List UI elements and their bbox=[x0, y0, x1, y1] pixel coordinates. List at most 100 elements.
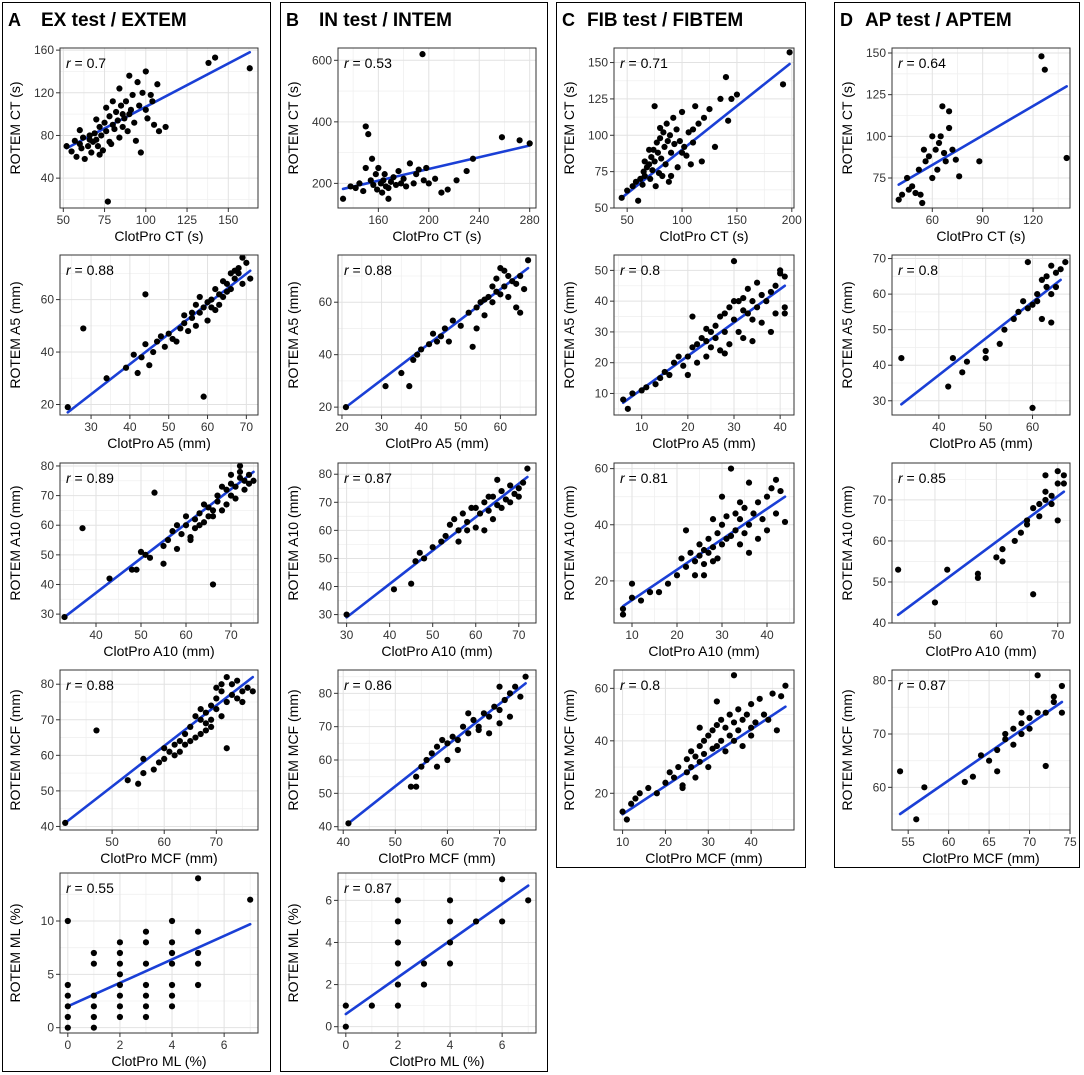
data-point bbox=[674, 164, 681, 171]
data-point bbox=[150, 348, 157, 356]
correlation-label: r = 0.53 bbox=[344, 55, 392, 71]
data-point bbox=[116, 971, 124, 978]
x-tick-label: 0 bbox=[342, 1038, 349, 1052]
data-point bbox=[619, 611, 627, 618]
data-point bbox=[682, 563, 690, 570]
data-point bbox=[400, 175, 407, 182]
data-point bbox=[128, 566, 136, 573]
data-point bbox=[247, 896, 254, 903]
data-point bbox=[239, 688, 246, 695]
data-point bbox=[499, 876, 506, 883]
data-point bbox=[722, 73, 730, 81]
data-point bbox=[513, 304, 520, 311]
data-point bbox=[695, 120, 702, 127]
data-point bbox=[171, 752, 178, 759]
data-point bbox=[1054, 517, 1061, 524]
data-point bbox=[439, 736, 446, 744]
data-point bbox=[661, 368, 668, 376]
data-point bbox=[1030, 591, 1037, 598]
data-point bbox=[410, 356, 417, 364]
r-value: = 0.88 bbox=[71, 262, 114, 278]
data-point bbox=[142, 291, 149, 298]
data-point bbox=[245, 471, 253, 478]
x-tick-label: 70 bbox=[224, 628, 238, 642]
data-point bbox=[688, 763, 695, 771]
data-point bbox=[730, 316, 738, 323]
data-point bbox=[433, 763, 441, 770]
data-point bbox=[641, 172, 648, 180]
data-point bbox=[661, 143, 668, 151]
data-point bbox=[131, 119, 138, 126]
r-symbol: r bbox=[344, 880, 350, 896]
data-point bbox=[1034, 709, 1041, 716]
data-point bbox=[915, 166, 922, 173]
data-point bbox=[735, 328, 742, 336]
data-point bbox=[385, 184, 392, 192]
x-tick-label: 50 bbox=[928, 628, 942, 642]
data-point bbox=[494, 476, 501, 483]
data-point bbox=[760, 711, 768, 718]
x-tick-label: 30 bbox=[84, 420, 98, 434]
data-point bbox=[140, 770, 147, 777]
data-point bbox=[116, 949, 124, 957]
r-symbol: r bbox=[898, 55, 904, 71]
data-point bbox=[166, 748, 173, 755]
data-point bbox=[140, 755, 147, 762]
y-tick-label: 30 bbox=[873, 394, 887, 408]
x-tick-label: 20 bbox=[659, 835, 673, 849]
data-point bbox=[187, 723, 194, 730]
data-point bbox=[142, 981, 150, 989]
data-point bbox=[935, 139, 943, 147]
plot-area bbox=[337, 462, 537, 624]
data-point bbox=[700, 560, 708, 568]
data-point bbox=[703, 325, 710, 332]
data-point bbox=[745, 521, 753, 528]
y-tick-label: 40 bbox=[595, 734, 609, 748]
plot-border bbox=[337, 669, 537, 831]
x-tick-label: 40 bbox=[89, 628, 103, 642]
scatter-plot: 10 20 30 40 10 20 30 40 50 r = 0.8 ClotPro A5 (mm)… bbox=[561, 254, 795, 451]
data-point bbox=[209, 507, 217, 514]
data-point bbox=[485, 493, 492, 500]
data-point bbox=[192, 322, 199, 329]
data-point bbox=[974, 570, 982, 577]
data-point bbox=[687, 549, 694, 556]
data-point bbox=[223, 674, 230, 681]
data-point bbox=[778, 693, 785, 700]
data-point bbox=[234, 677, 241, 684]
y-tick-label: 30 bbox=[319, 608, 333, 622]
data-point bbox=[343, 611, 350, 618]
data-point bbox=[390, 586, 398, 593]
data-point bbox=[786, 49, 793, 56]
data-point bbox=[1048, 500, 1055, 508]
data-point bbox=[96, 123, 103, 131]
data-point bbox=[1042, 709, 1049, 716]
data-point bbox=[662, 779, 669, 786]
data-point bbox=[678, 149, 686, 156]
data-point bbox=[696, 742, 703, 750]
data-point bbox=[696, 758, 703, 765]
data-point bbox=[425, 180, 432, 187]
data-point bbox=[744, 285, 751, 292]
data-point bbox=[1038, 276, 1045, 283]
data-point bbox=[678, 108, 686, 116]
x-tick-label: 70 bbox=[512, 628, 526, 642]
data-point bbox=[629, 390, 636, 397]
data-point bbox=[392, 181, 400, 189]
data-point bbox=[473, 325, 480, 332]
data-point bbox=[662, 161, 669, 168]
data-point bbox=[147, 91, 154, 99]
x-tick-label: 2 bbox=[117, 1038, 124, 1052]
y-tick-label: 60 bbox=[319, 523, 333, 537]
data-point bbox=[182, 522, 190, 529]
data-point bbox=[982, 347, 989, 355]
data-point bbox=[670, 114, 677, 121]
data-point bbox=[155, 128, 163, 135]
data-point bbox=[61, 613, 68, 621]
data-point bbox=[228, 691, 236, 698]
data-point bbox=[700, 750, 708, 758]
data-point bbox=[223, 745, 230, 752]
data-point bbox=[196, 522, 203, 529]
data-point bbox=[660, 129, 667, 136]
x-axis-label: ClotPro CT (s) bbox=[114, 228, 203, 244]
